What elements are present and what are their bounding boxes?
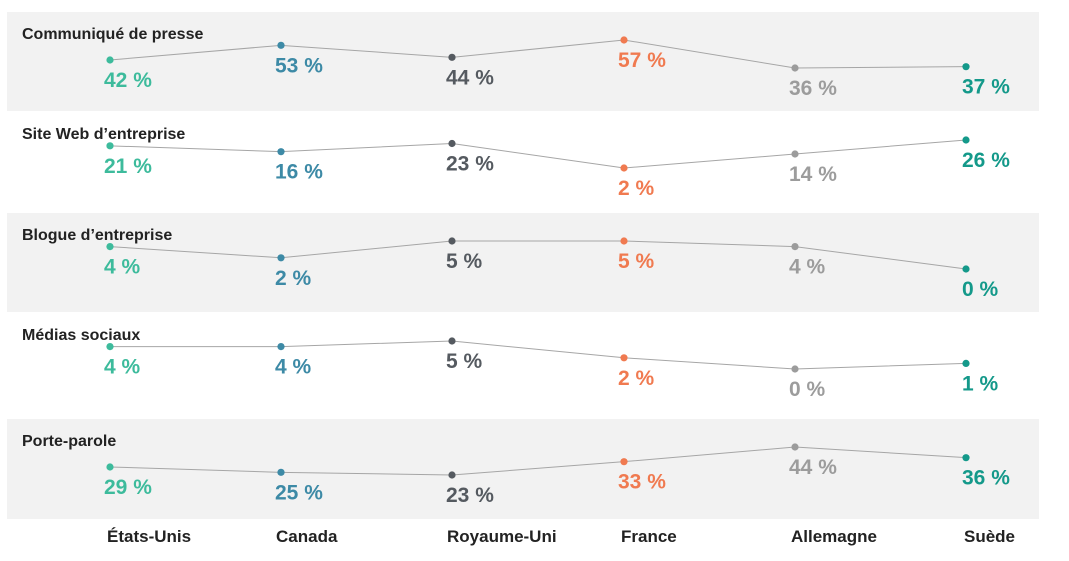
x-axis: États-Unis Canada Royaume-Uni France Allemag… (107, 527, 1015, 546)
chart-band: Blogue d’entreprise 4 % 2 % 5 % 5 % 4 % 0 % (7, 213, 1039, 312)
data-point (448, 337, 456, 345)
category-label: Canada (276, 527, 338, 546)
band-background (7, 12, 1039, 111)
data-label: 53 % (275, 54, 323, 77)
data-point (277, 41, 285, 49)
data-point (620, 237, 628, 245)
data-point (277, 148, 285, 156)
data-point (106, 142, 114, 150)
data-label: 37 % (962, 76, 1010, 99)
data-label: 23 % (446, 484, 494, 507)
data-label: 44 % (789, 456, 837, 479)
band-title: Médias sociaux (22, 327, 140, 344)
chart-band: Porte-parole 29 % 25 % 23 % 33 % 44 % 36 % (7, 419, 1039, 519)
data-point (962, 359, 970, 367)
data-point (106, 343, 114, 351)
band-title: Blogue d’entreprise (22, 227, 172, 244)
data-label: 1 % (962, 372, 999, 395)
data-point (448, 237, 456, 245)
band-title: Porte-parole (22, 433, 116, 450)
chart-band: Site Web d’entreprise 21 % 16 % 23 % 2 % 14 %… (22, 126, 1010, 200)
data-point (791, 443, 799, 451)
data-label: 21 % (104, 155, 152, 178)
data-label: 26 % (962, 149, 1010, 172)
category-label: France (621, 527, 677, 546)
data-point (448, 53, 456, 61)
data-point (791, 365, 799, 373)
data-label: 25 % (275, 481, 323, 504)
series-line (109, 139, 967, 169)
data-label: 5 % (618, 250, 655, 273)
data-point (277, 468, 285, 476)
data-label: 29 % (104, 476, 152, 499)
data-point (448, 139, 456, 148)
data-label: 2 % (618, 177, 655, 200)
data-point (106, 463, 114, 471)
chart-band: Communiqué de presse 42 % 53 % 44 % 57 % 36 %… (7, 12, 1039, 111)
series-line (110, 340, 967, 370)
data-label: 57 % (618, 49, 666, 72)
chart-band: Médias sociaux 4 % 4 % 5 % 2 % 0 % 1 % (22, 327, 999, 401)
series-line (109, 240, 967, 270)
band-background (7, 213, 1039, 312)
category-label: Suède (964, 527, 1015, 546)
category-label: États-Unis (107, 527, 191, 546)
data-label: 4 % (789, 256, 826, 279)
data-point (620, 164, 628, 172)
data-point (620, 458, 628, 466)
data-point (962, 136, 970, 144)
band-title: Site Web d’entreprise (22, 126, 185, 143)
data-label: 14 % (789, 163, 837, 186)
data-point (962, 265, 970, 273)
data-point (962, 63, 970, 71)
data-label: 36 % (789, 77, 837, 100)
series-line (109, 446, 967, 476)
data-point (791, 64, 799, 72)
chart-bands: Communiqué de presse 42 % 53 % 44 % 57 % 36 %… (7, 12, 1039, 519)
data-point (277, 343, 285, 351)
data-point (277, 254, 285, 262)
data-point (791, 150, 799, 158)
series-line (109, 39, 967, 69)
data-point (791, 243, 799, 251)
data-point (106, 56, 114, 64)
data-label: 2 % (618, 367, 655, 390)
data-label: 4 % (104, 256, 141, 279)
data-label: 5 % (446, 250, 483, 273)
data-label: 36 % (962, 467, 1010, 490)
data-label: 4 % (104, 356, 141, 379)
data-label: 0 % (789, 378, 826, 401)
data-label: 44 % (446, 66, 494, 89)
data-point (620, 354, 628, 362)
data-label: 4 % (275, 356, 312, 379)
data-label: 2 % (275, 267, 312, 290)
data-label: 33 % (618, 471, 666, 494)
data-point (620, 36, 628, 44)
data-label: 0 % (962, 278, 999, 301)
data-point (106, 243, 114, 251)
data-point (448, 471, 456, 479)
category-label: Royaume-Uni (447, 527, 557, 546)
data-label: 42 % (104, 69, 152, 92)
category-label: Allemagne (791, 527, 877, 546)
data-label: 16 % (275, 161, 323, 184)
data-label: 23 % (446, 153, 494, 176)
band-title: Communiqué de presse (22, 26, 203, 43)
data-point (962, 454, 970, 462)
data-label: 5 % (446, 350, 483, 373)
